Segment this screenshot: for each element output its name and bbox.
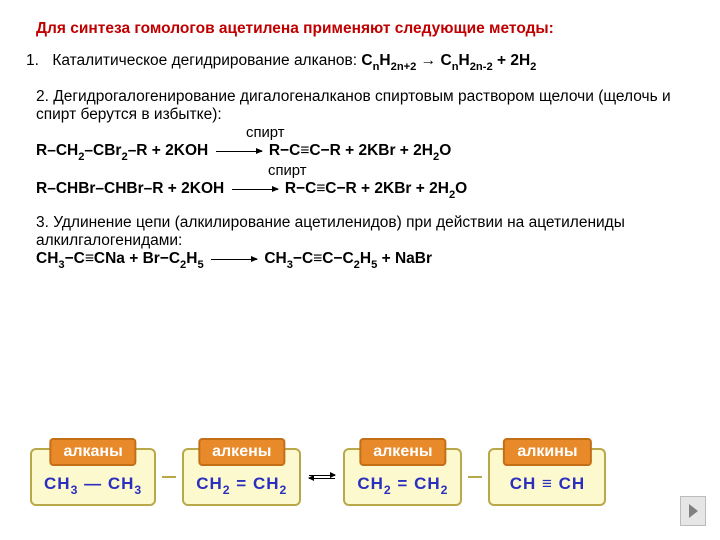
box-alkany: алканы CH3 — CH3 xyxy=(30,448,156,506)
formula-alkany: CH3 — CH3 xyxy=(44,474,142,496)
method2-intro: 2. Дегидрогалогенирование дигалогеналкан… xyxy=(36,88,684,124)
m1-eq: CnH2n+2 → CnH2n-2 + 2H2 xyxy=(361,52,536,69)
tab-alkeny: алкены xyxy=(198,438,285,466)
arrow-icon xyxy=(211,259,257,260)
method2-eq2: R–CHBr–CHBr–R + 2KOH R−C≡C−R + 2KBr + 2H… xyxy=(36,180,684,200)
tab-alkiny: алкины xyxy=(503,438,591,466)
spirt-label-1: спирт xyxy=(246,125,285,141)
connector-line xyxy=(162,476,176,478)
reversible-arrows-icon xyxy=(307,475,337,479)
arrow-icon xyxy=(216,151,262,152)
method-2: 2. Дегидрогалогенирование дигалогеналкан… xyxy=(36,88,684,200)
method3-intro: 3. Удлинение цепи (алкилирование ацетиле… xyxy=(36,214,684,250)
arrow-icon xyxy=(232,189,278,190)
formula-alkeny-2: CH2 = CH2 xyxy=(357,474,448,496)
tab-alkeny-2: алкены xyxy=(359,438,446,466)
method3-eq: CH3−C≡CNa + Br−C2H5 CH3−C≡C−C2H5 + NaBr xyxy=(36,250,684,270)
method-1: 1. Каталитическое дегидрирование алканов… xyxy=(26,52,684,72)
box-alkeny: алкены CH2 = CH2 xyxy=(182,448,301,506)
tab-alkany: алканы xyxy=(49,438,136,466)
page-title: Для синтеза гомологов ацетилена применяю… xyxy=(36,20,684,38)
spirt-label-2: спирт xyxy=(268,163,307,179)
connector-line xyxy=(468,476,482,478)
formula-alkiny: CH ≡ CH xyxy=(502,474,592,496)
next-slide-button[interactable] xyxy=(680,496,706,526)
method1-num: 1. xyxy=(26,52,48,70)
reaction-boxes-row: алканы CH3 — CH3 алкены CH2 = CH2 алкены… xyxy=(30,448,606,506)
box-alkeny-2: алкены CH2 = CH2 xyxy=(343,448,462,506)
formula-alkeny: CH2 = CH2 xyxy=(196,474,287,496)
method-3: 3. Удлинение цепи (алкилирование ацетиле… xyxy=(36,214,684,270)
method1-text: Каталитическое дегидрирование алканов: xyxy=(52,52,361,69)
method2-eq1: R–CH2–CBr2–R + 2KOH R−C≡C−R + 2KBr + 2H2… xyxy=(36,142,684,162)
box-alkiny: алкины CH ≡ CH xyxy=(488,448,606,506)
